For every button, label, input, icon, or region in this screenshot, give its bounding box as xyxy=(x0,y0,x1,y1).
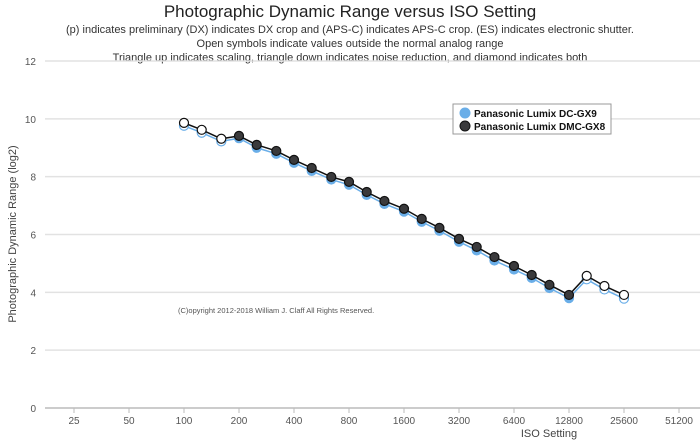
copyright-text: (C)opyright 2012-2018 William J. Claff A… xyxy=(178,306,374,315)
y-tick-label: 4 xyxy=(30,288,36,299)
legend-marker xyxy=(459,107,471,119)
data-point xyxy=(544,279,555,290)
legend-label: Panasonic Lumix DC-GX9 xyxy=(474,109,597,120)
data-point xyxy=(489,251,500,263)
data-point xyxy=(416,213,427,224)
legend-box xyxy=(452,103,612,135)
x-tick-label: 51200 xyxy=(665,416,693,427)
data-point xyxy=(361,186,372,198)
x-tick-label: 1600 xyxy=(393,416,416,427)
x-tick-label: 400 xyxy=(286,416,303,427)
data-point xyxy=(398,203,410,214)
data-point xyxy=(288,154,300,165)
subtitle-1: (p) indicates preliminary (DX) indicates… xyxy=(66,24,634,36)
x-tick-label: 12800 xyxy=(555,416,583,427)
x-tick-label: 800 xyxy=(341,416,358,427)
legend-label: Panasonic Lumix DMC-GX8 xyxy=(474,122,606,133)
y-tick-label: 0 xyxy=(30,404,36,415)
data-point xyxy=(618,289,630,301)
data-point xyxy=(434,222,445,233)
data-point xyxy=(196,124,207,135)
y-tick-label: 2 xyxy=(30,346,36,357)
legend-marker xyxy=(459,120,471,132)
x-tick-label: 25 xyxy=(68,416,80,427)
data-point xyxy=(343,176,355,187)
x-tick-label: 6400 xyxy=(503,416,526,427)
y-tick-label: 10 xyxy=(25,115,37,126)
data-point xyxy=(526,269,537,281)
x-tick-label: 3200 xyxy=(448,416,471,427)
x-tick-label: 100 xyxy=(176,416,193,427)
data-point xyxy=(251,139,262,150)
data-point xyxy=(453,233,465,244)
y-tick-label: 12 xyxy=(25,57,37,68)
data-point xyxy=(326,171,337,183)
data-point xyxy=(581,270,592,281)
data-point xyxy=(508,260,520,272)
x-tick-label: 50 xyxy=(123,416,135,427)
y-tick-label: 8 xyxy=(30,173,36,184)
data-point xyxy=(471,241,482,253)
data-point xyxy=(178,117,190,128)
chart-title: Photographic Dynamic Range versus ISO Se… xyxy=(163,2,537,21)
data-point xyxy=(563,289,575,301)
y-axis-label: Photographic Dynamic Range (log2) xyxy=(7,145,19,322)
x-tick-label: 200 xyxy=(231,416,248,427)
data-point xyxy=(599,280,610,292)
data-point xyxy=(379,195,390,207)
y-tick-label: 6 xyxy=(30,231,36,242)
data-point xyxy=(233,130,245,141)
data-point xyxy=(216,133,227,144)
data-point xyxy=(306,162,317,174)
data-point xyxy=(271,145,282,157)
x-axis-label: ISO Setting xyxy=(521,428,577,440)
subtitle-2: Open symbols indicate values outside the… xyxy=(196,38,504,50)
x-tick-label: 25600 xyxy=(610,416,638,427)
